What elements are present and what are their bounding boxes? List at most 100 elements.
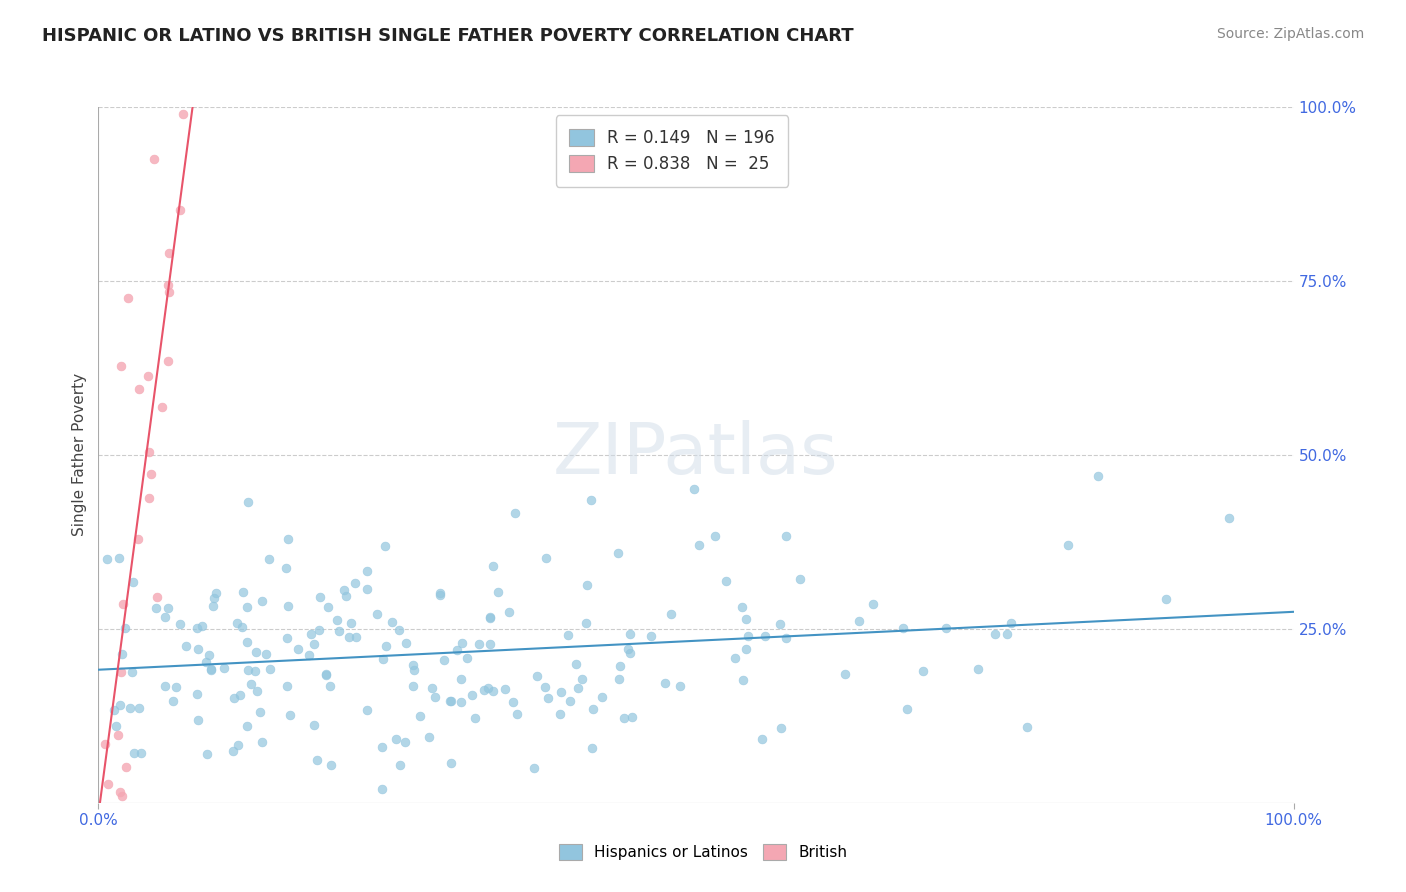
Point xyxy=(328,624,350,639)
Point xyxy=(319,679,342,693)
Point xyxy=(309,590,332,604)
Point xyxy=(619,626,641,640)
Point xyxy=(250,735,273,749)
Point xyxy=(198,648,221,663)
Point xyxy=(640,630,662,644)
Point xyxy=(613,710,636,724)
Point xyxy=(174,639,197,653)
Point xyxy=(129,746,152,760)
Point xyxy=(122,746,145,760)
Point xyxy=(374,539,396,553)
Point xyxy=(557,628,579,642)
Point xyxy=(429,585,451,599)
Point xyxy=(366,607,388,622)
Point xyxy=(834,667,856,681)
Point xyxy=(337,630,360,644)
Point xyxy=(356,582,378,596)
Point xyxy=(236,495,259,509)
Point xyxy=(911,664,934,678)
Point xyxy=(143,153,166,167)
Point xyxy=(450,695,472,709)
Point xyxy=(344,631,367,645)
Point xyxy=(249,705,271,719)
Point xyxy=(343,576,366,591)
Point xyxy=(162,694,184,708)
Point xyxy=(156,353,179,368)
Point xyxy=(335,590,357,604)
Point xyxy=(197,747,219,761)
Point xyxy=(121,575,143,590)
Point xyxy=(1087,468,1109,483)
Point xyxy=(280,708,302,723)
Point xyxy=(111,789,134,803)
Point xyxy=(299,627,322,641)
Point xyxy=(97,777,120,791)
Point xyxy=(789,572,811,586)
Point xyxy=(576,578,599,592)
Point xyxy=(533,680,555,694)
Text: ZIPatlas: ZIPatlas xyxy=(553,420,839,490)
Point xyxy=(620,710,643,724)
Point xyxy=(582,701,605,715)
Point xyxy=(117,291,139,305)
Point xyxy=(659,607,682,621)
Point xyxy=(194,655,217,669)
Point xyxy=(567,681,589,695)
Point xyxy=(494,681,516,696)
Point xyxy=(153,679,176,693)
Y-axis label: Single Father Poverty: Single Father Poverty xyxy=(72,374,87,536)
Point xyxy=(769,721,792,735)
Point xyxy=(108,551,131,566)
Point xyxy=(995,627,1018,641)
Point xyxy=(110,665,132,679)
Point xyxy=(172,107,194,121)
Point xyxy=(128,382,150,396)
Point xyxy=(231,620,253,634)
Point xyxy=(104,719,127,733)
Point xyxy=(371,781,394,796)
Point xyxy=(402,663,425,677)
Point xyxy=(429,588,451,602)
Point xyxy=(370,740,392,755)
Point xyxy=(439,694,461,708)
Point xyxy=(236,634,259,648)
Point xyxy=(187,713,209,727)
Point xyxy=(716,574,738,588)
Point xyxy=(302,718,325,732)
Point xyxy=(450,636,472,650)
Point xyxy=(1015,720,1038,734)
Point xyxy=(246,683,269,698)
Point xyxy=(418,730,440,744)
Point xyxy=(287,641,309,656)
Point xyxy=(277,599,299,614)
Point xyxy=(737,628,759,642)
Point xyxy=(1056,539,1078,553)
Point xyxy=(654,676,676,690)
Point xyxy=(769,617,792,632)
Point xyxy=(236,600,259,615)
Point xyxy=(502,695,524,709)
Point xyxy=(186,621,208,635)
Point xyxy=(558,694,581,708)
Point xyxy=(1154,592,1177,607)
Point xyxy=(115,759,138,773)
Point xyxy=(212,661,235,675)
Point xyxy=(506,706,529,721)
Point xyxy=(157,277,180,292)
Point xyxy=(550,684,572,698)
Point xyxy=(486,584,509,599)
Point xyxy=(222,690,245,705)
Point xyxy=(734,642,756,657)
Point xyxy=(548,706,571,721)
Point xyxy=(456,650,478,665)
Point xyxy=(236,719,259,733)
Point xyxy=(259,662,281,676)
Point xyxy=(108,698,131,713)
Point xyxy=(775,632,797,646)
Point xyxy=(228,688,250,702)
Point xyxy=(245,664,267,678)
Point xyxy=(619,646,641,660)
Point xyxy=(146,591,169,605)
Point xyxy=(128,701,150,715)
Point xyxy=(315,666,337,681)
